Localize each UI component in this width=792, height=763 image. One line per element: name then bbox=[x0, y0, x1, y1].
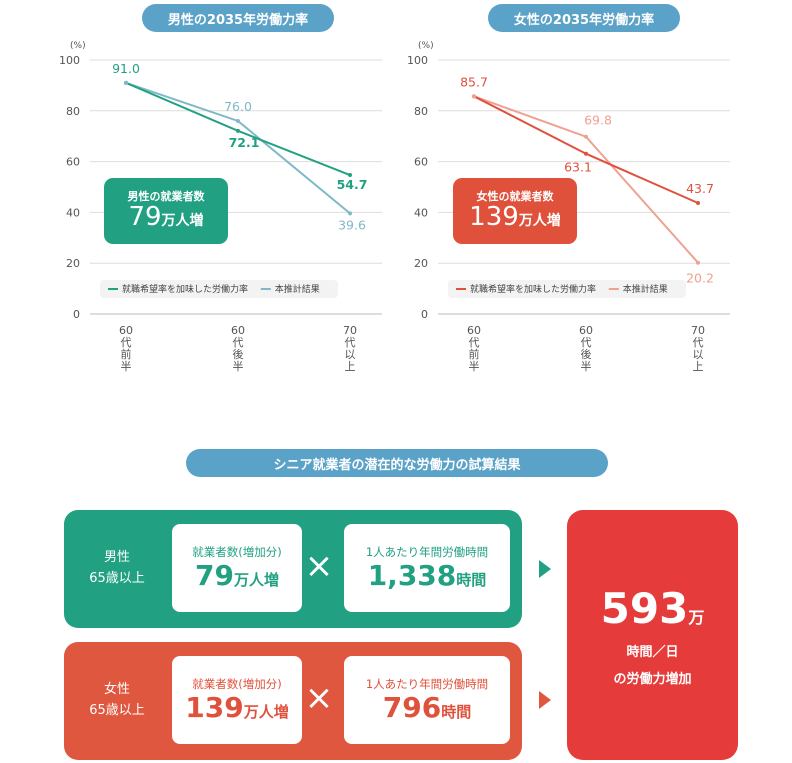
female-chart-title: 女性の2035年労働力率 bbox=[488, 4, 680, 32]
male-worker-card: 就業者数(増加分) 79万人増 bbox=[172, 524, 302, 612]
data-point bbox=[472, 94, 476, 99]
x-tick-label: 60 代後半 bbox=[231, 324, 245, 373]
data-label: 85.7 bbox=[460, 74, 488, 89]
data-point bbox=[696, 260, 700, 265]
data-label: 20.2 bbox=[686, 271, 714, 286]
y-unit-label: (%) bbox=[418, 41, 434, 51]
male-chart-title: 男性の2035年労働力率 bbox=[142, 4, 334, 32]
data-label: 72.1 bbox=[229, 135, 260, 150]
female-labor-rate-chart: (%) 0 20 40 60 80 100 60 代前半 60 代後半 70 代以上 85.7 63.1 43… bbox=[407, 41, 730, 373]
female-calc-panel: 女性 65歳以上 就業者数(増加分) 139万人増 × 1人あたり年間労働時間 … bbox=[64, 642, 522, 760]
result-line1: 時間／日 bbox=[626, 644, 679, 660]
y-tick-label: 20 bbox=[414, 257, 428, 270]
card-unit: 万人増 bbox=[233, 570, 279, 589]
calc-section-title: シニア就業者の潜在的な労働力の試算結果 bbox=[186, 449, 608, 477]
legend-box bbox=[448, 280, 686, 298]
x-tick-label: 60 代前半 bbox=[467, 324, 481, 373]
data-label: 39.6 bbox=[338, 217, 366, 232]
y-tick-label: 40 bbox=[66, 206, 80, 219]
badge-title: 女性の就業者数 bbox=[476, 189, 554, 203]
label-gender: 男性 bbox=[103, 550, 130, 566]
multiply-icon: × bbox=[304, 678, 334, 718]
badge-unit: 万人増 bbox=[161, 212, 204, 229]
card-title: 1人あたり年間労働時間 bbox=[365, 544, 489, 559]
y-unit-label: (%) bbox=[70, 41, 86, 51]
label-gender: 女性 bbox=[103, 682, 130, 698]
y-tick-label: 20 bbox=[66, 257, 80, 270]
result-value: 593 bbox=[600, 583, 689, 633]
arrow-right-icon bbox=[539, 691, 551, 709]
x-tick-label: 70 代以上 bbox=[691, 324, 705, 373]
x-tick-label: 60 代前半 bbox=[119, 324, 133, 373]
result-box: 593万 時間／日 の労働力増加 bbox=[567, 510, 738, 760]
label-age: 65歳以上 bbox=[89, 703, 145, 718]
badge-unit: 万人増 bbox=[518, 212, 561, 229]
legend-entry: 就職希望率を加味した労働力率 bbox=[470, 283, 596, 295]
y-tick-label: 60 bbox=[66, 156, 80, 169]
legend-entry: 就職希望率を加味した労働力率 bbox=[122, 283, 248, 295]
card-title: 就業者数(増加分) bbox=[192, 676, 282, 691]
card-value: 139 bbox=[185, 690, 244, 724]
male-worker-increase-badge: 男性の就業者数 79万人増 bbox=[104, 178, 228, 244]
data-point bbox=[348, 173, 352, 178]
result-unit: 万 bbox=[688, 607, 705, 627]
card-value: 1,338 bbox=[367, 558, 457, 592]
data-point bbox=[236, 118, 240, 123]
female-hours-card: 1人あたり年間労働時間 796時間 bbox=[344, 656, 510, 744]
card-title: 就業者数(増加分) bbox=[192, 544, 282, 559]
card-unit: 時間 bbox=[456, 570, 487, 589]
male-hours-card: 1人あたり年間労働時間 1,338時間 bbox=[344, 524, 510, 612]
data-label: 69.8 bbox=[584, 113, 612, 128]
y-tick-label: 100 bbox=[407, 54, 428, 67]
y-tick-label: 0 bbox=[73, 308, 80, 321]
label-age: 65歳以上 bbox=[89, 571, 145, 586]
x-tick-label: 70 代以上 bbox=[343, 324, 357, 373]
result-line2: の労働力増加 bbox=[613, 671, 692, 687]
card-unit: 万人増 bbox=[243, 702, 289, 721]
data-point bbox=[696, 201, 700, 206]
data-label: 91.0 bbox=[112, 61, 140, 76]
data-label: 43.7 bbox=[686, 181, 714, 196]
y-tick-label: 80 bbox=[414, 105, 428, 118]
y-tick-label: 100 bbox=[59, 54, 80, 67]
badge-value: 79 bbox=[128, 201, 162, 232]
male-calc-panel: 男性 65歳以上 就業者数(増加分) 79万人増 × 1人あたり年間労働時間 1… bbox=[64, 510, 522, 628]
data-label: 54.7 bbox=[337, 177, 368, 192]
data-point bbox=[584, 134, 588, 139]
badge-title: 男性の就業者数 bbox=[127, 189, 205, 203]
x-tick-label: 60 代後半 bbox=[579, 324, 593, 373]
male-panel-label: 男性 65歳以上 bbox=[64, 510, 170, 628]
data-point bbox=[584, 151, 588, 156]
legend-entry: 本推計結果 bbox=[623, 283, 668, 295]
card-unit: 時間 bbox=[441, 702, 472, 721]
legend-box bbox=[100, 280, 338, 298]
female-worker-increase-badge: 女性の就業者数 139万人増 bbox=[453, 178, 577, 244]
multiply-icon: × bbox=[304, 546, 334, 586]
badge-value: 139 bbox=[469, 201, 519, 232]
card-value: 79 bbox=[195, 558, 234, 592]
legend-entry: 本推計結果 bbox=[275, 283, 320, 295]
y-tick-label: 40 bbox=[414, 206, 428, 219]
data-label: 63.1 bbox=[564, 160, 592, 175]
male-labor-rate-chart: (%) 0 20 40 60 80 100 60 代前半 60 代後半 70 代以上 91.0 72.1 54… bbox=[59, 41, 382, 373]
y-tick-label: 80 bbox=[66, 105, 80, 118]
data-point bbox=[124, 80, 128, 85]
female-worker-card: 就業者数(増加分) 139万人増 bbox=[172, 656, 302, 744]
data-point bbox=[236, 128, 240, 133]
data-point bbox=[348, 211, 352, 216]
y-tick-label: 60 bbox=[414, 156, 428, 169]
female-panel-label: 女性 65歳以上 bbox=[64, 642, 170, 760]
y-tick-label: 0 bbox=[421, 308, 428, 321]
arrow-right-icon bbox=[539, 560, 551, 578]
card-value: 796 bbox=[382, 690, 442, 724]
data-label: 76.0 bbox=[224, 99, 252, 114]
card-title: 1人あたり年間労働時間 bbox=[365, 676, 489, 691]
